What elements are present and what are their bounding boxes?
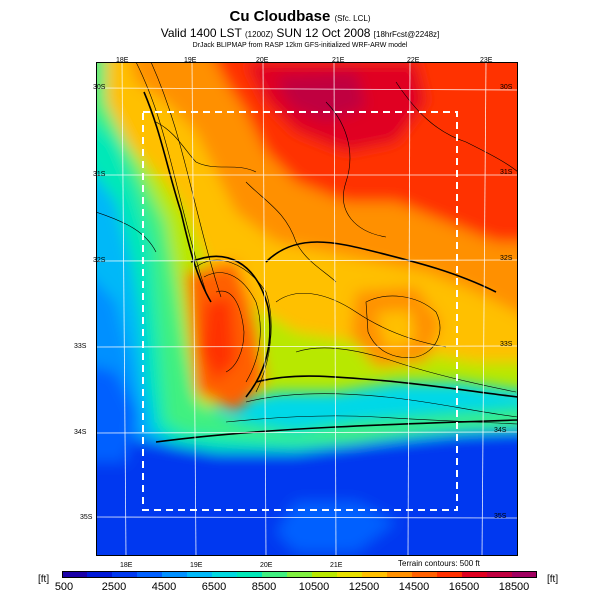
valid-text: Valid 1400 LST — [160, 26, 242, 40]
colorbar-cell — [312, 571, 338, 578]
lon-label-bottom: 21E — [330, 562, 343, 569]
colorbar — [62, 571, 537, 578]
valid-date: SUN 12 Oct 2008 — [276, 26, 371, 40]
colorbar-tick-label: 4500 — [151, 581, 177, 593]
lon-label-bottom: 18E — [120, 562, 133, 569]
bold-contours — [143, 91, 518, 443]
colorbar-unit-right: [ft] — [547, 574, 559, 585]
colorbar-tick-label: 16500 — [448, 581, 480, 593]
lat-label-right: 32S — [500, 255, 513, 262]
lon-label-bottom: 19E — [190, 562, 203, 569]
colorbar-cell — [112, 571, 138, 578]
lon-label-top: 18E — [116, 57, 129, 64]
colorbar-cell — [212, 571, 238, 578]
lat-label-left: 35S — [80, 514, 93, 521]
lon-label-top: 21E — [332, 57, 345, 64]
colorbar-cell — [137, 571, 163, 578]
colorbar-cell — [87, 571, 113, 578]
lat-label-left: 34S — [74, 429, 87, 436]
colorbar-unit-left: [ft] — [38, 574, 50, 585]
model-credit: DrJack BLIPMAP from RASP 12km GFS-initia… — [192, 42, 408, 49]
lat-label-right: 34S — [494, 427, 507, 434]
colorbar-tick-label: 6500 — [201, 581, 227, 593]
inner-domain-boundary — [142, 111, 458, 511]
lat-label-left: 32S — [93, 257, 106, 264]
valid-time-line: Valid 1400 LST (1200Z) SUN 12 Oct 2008 [… — [0, 26, 600, 40]
colorbar-cell — [287, 571, 313, 578]
lon-label-top: 22E — [407, 57, 420, 64]
lon-label-top: 20E — [256, 57, 269, 64]
colorbar-cell — [387, 571, 413, 578]
colorbar-cell — [512, 571, 537, 578]
title-text: Cu Cloudbase — [229, 8, 331, 25]
colorbar-cells — [62, 571, 537, 578]
lat-label-left: 33S — [74, 343, 87, 350]
chart-title: Cu Cloudbase (Sfc. LCL) — [0, 8, 600, 25]
colorbar-cell — [362, 571, 388, 578]
lat-label-left: 30S — [93, 84, 106, 91]
lat-label-left: 31S — [93, 171, 106, 178]
terrain-contours — [96, 62, 518, 425]
colorbar-tick-label: 8500 — [251, 581, 277, 593]
lat-label-right: 35S — [494, 513, 507, 520]
colorbar-tick-label: 10500 — [298, 581, 330, 593]
lat-label-right: 30S — [500, 84, 513, 91]
colorbar-tick-label: 500 — [54, 581, 74, 593]
colorbar-cell — [262, 571, 288, 578]
colorbar-tick-label: 18500 — [498, 581, 530, 593]
lat-lon-grid — [96, 62, 518, 556]
colorbar-frame — [62, 571, 537, 578]
colorbar-cell — [62, 571, 88, 578]
colorbar-tick-label: 14500 — [398, 581, 430, 593]
map-frame — [96, 62, 518, 556]
valid-forecast: [18hrFcst@2248z] — [373, 30, 440, 39]
colorbar-cell — [412, 571, 438, 578]
colorbar-cell — [187, 571, 213, 578]
colorbar-cell — [337, 571, 363, 578]
lon-label-bottom: 20E — [260, 562, 273, 569]
colorbar-tick-label: 2500 — [101, 581, 127, 593]
cloudbase-field — [96, 62, 518, 556]
colorbar-tick-label: 12500 — [348, 581, 380, 593]
title-suffix: (Sfc. LCL) — [334, 14, 371, 23]
map-canvas — [96, 62, 518, 556]
lat-label-right: 31S — [500, 169, 513, 176]
colorbar-cell — [462, 571, 488, 578]
colorbar-cell — [437, 571, 463, 578]
colorbar-cell — [162, 571, 188, 578]
terrain-contour-note: Terrain contours: 500 ft — [398, 559, 480, 568]
cloudbase-map[interactable]: 18E 19E 20E 21E 22E 23E 18E 19E 20E 21E … — [74, 57, 518, 569]
colorbar-cell — [487, 571, 513, 578]
lon-label-top: 19E — [184, 57, 197, 64]
lat-label-right: 33S — [500, 341, 513, 348]
lon-label-top: 23E — [480, 57, 493, 64]
valid-code: (1200Z) — [245, 30, 274, 39]
colorbar-cell — [237, 571, 263, 578]
